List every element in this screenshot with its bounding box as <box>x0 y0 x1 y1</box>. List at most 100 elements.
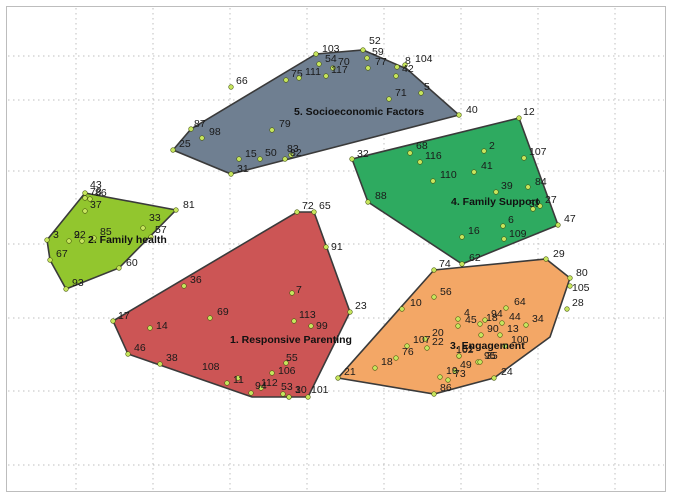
point-label: 8 <box>405 55 411 67</box>
point-marker <box>431 294 437 300</box>
point-marker <box>525 184 531 190</box>
point-label: 42 <box>402 63 414 75</box>
point-marker <box>491 375 497 381</box>
point-label: 57 <box>155 224 167 236</box>
point-label: 75 <box>291 68 303 80</box>
point-marker <box>567 275 573 281</box>
point-marker <box>330 65 336 71</box>
point-label: 112 <box>261 377 278 389</box>
point-marker <box>431 391 437 397</box>
point-label: 47 <box>564 213 576 225</box>
point-label: 73 <box>454 368 466 380</box>
point-marker <box>417 159 423 165</box>
point-label: 50 <box>265 147 277 159</box>
point-label: 87 <box>194 118 206 130</box>
cluster-label-c4: 4. Family Support <box>451 196 540 208</box>
point-label: 12 <box>523 106 535 118</box>
point-marker <box>502 343 508 349</box>
point-marker <box>437 374 443 380</box>
point-label: 71 <box>395 87 407 99</box>
point-marker <box>82 195 88 201</box>
cluster-hull-c1 <box>111 211 351 398</box>
point-label: 22 <box>432 336 444 348</box>
point-label: 107 <box>413 334 431 346</box>
point-marker <box>269 127 275 133</box>
point-marker <box>523 322 529 328</box>
point-marker <box>543 256 549 262</box>
point-marker <box>228 171 234 177</box>
point-marker <box>500 223 506 229</box>
point-label: 20 <box>432 327 444 339</box>
point-marker <box>418 90 424 96</box>
point-marker <box>110 318 116 324</box>
point-label: 17 <box>118 310 130 322</box>
point-marker <box>199 135 205 141</box>
point-marker <box>564 306 570 312</box>
point-marker <box>258 385 264 391</box>
cluster-label-c3: 3. Engagement <box>450 340 525 352</box>
point-marker <box>257 156 263 162</box>
point-marker <box>269 370 275 376</box>
point-marker <box>335 375 341 381</box>
point-marker <box>170 147 176 153</box>
point-marker <box>47 257 53 263</box>
point-label: 117 <box>331 64 348 76</box>
point-marker <box>471 169 477 175</box>
point-label: 69 <box>217 306 229 318</box>
point-marker <box>455 316 461 322</box>
point-marker <box>224 380 230 386</box>
point-marker <box>399 306 405 312</box>
point-marker <box>493 189 499 195</box>
point-label: 60 <box>126 257 138 269</box>
point-marker <box>323 73 329 79</box>
point-marker <box>455 323 461 329</box>
point-marker <box>456 112 462 118</box>
point-label: 94 <box>491 308 503 320</box>
point-label: 4 <box>464 307 470 319</box>
point-label: 77 <box>375 56 387 68</box>
point-marker <box>148 234 154 240</box>
point-marker <box>82 208 88 214</box>
point-label: 85 <box>100 226 112 238</box>
point-label: 38 <box>166 352 178 364</box>
point-marker <box>422 336 428 342</box>
point-label: 67 <box>56 248 68 260</box>
point-label: 62 <box>469 252 481 264</box>
point-marker <box>555 222 561 228</box>
point-label: 30 <box>295 384 307 396</box>
point-label: 25 <box>179 138 191 150</box>
point-marker <box>116 265 122 271</box>
point-marker <box>79 238 85 244</box>
point-marker <box>424 345 430 351</box>
point-label: 82 <box>290 147 302 159</box>
point-marker <box>349 156 355 162</box>
point-label: 109 <box>509 228 527 240</box>
point-marker <box>481 148 487 154</box>
point-label: 18 <box>486 312 498 324</box>
point-marker <box>372 365 378 371</box>
point-marker <box>501 236 507 242</box>
point-label: 79 <box>279 118 291 130</box>
point-label: 27 <box>545 194 557 206</box>
point-marker <box>404 343 410 349</box>
point-label: 6 <box>508 214 514 226</box>
point-marker <box>91 235 97 241</box>
point-marker <box>207 315 213 321</box>
point-label: 13 <box>507 323 519 335</box>
point-label: 28 <box>572 297 584 309</box>
point-label: 54 <box>325 53 337 65</box>
point-marker <box>87 196 93 202</box>
point-label: 93 <box>72 277 84 289</box>
point-marker <box>477 321 483 327</box>
point-marker <box>365 65 371 71</box>
point-label: 66 <box>236 75 248 87</box>
point-marker <box>147 325 153 331</box>
point-marker <box>393 355 399 361</box>
point-marker <box>188 126 194 132</box>
point-marker <box>228 84 234 90</box>
point-marker <box>477 359 483 365</box>
